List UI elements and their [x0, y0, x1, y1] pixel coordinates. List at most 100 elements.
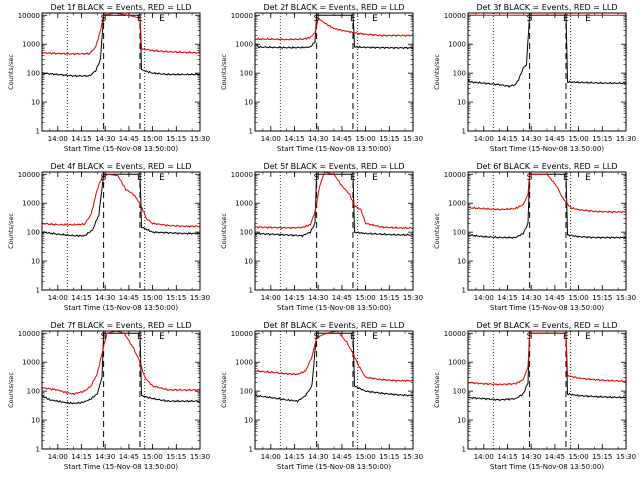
y-tick-label: 10000	[18, 12, 40, 20]
x-tick-label: 14:45	[119, 453, 139, 461]
series-lld	[254, 171, 414, 230]
y-tick-label: 10000	[444, 330, 466, 338]
y-tick-label: 1	[36, 446, 40, 454]
panel-title: Det 2f BLACK = Events, RED = LLD	[263, 3, 404, 12]
x-tick-label: 14:45	[119, 135, 139, 143]
x-tick-label: 14:45	[545, 135, 565, 143]
y-tick-label: 10	[457, 99, 466, 107]
panel-title: Det 1f BLACK = Events, RED = LLD	[50, 3, 191, 12]
y-tick-label: 10	[31, 417, 40, 425]
marker-label: E	[563, 14, 569, 24]
x-tick-label: 14:45	[332, 135, 352, 143]
x-tick-label: 15:30	[616, 135, 636, 143]
y-axis-label: Counts/sec	[220, 372, 228, 408]
y-tick-label: 100	[453, 388, 466, 396]
marker-label: S	[527, 14, 533, 24]
y-axis-label: Counts/sec	[433, 54, 441, 90]
x-axis-label: Start Time (15-Nov-08 13:50:00)	[277, 304, 391, 312]
x-tick-label: 14:15	[71, 294, 91, 302]
x-tick-label: 15:00	[143, 294, 163, 302]
y-tick-label: 1000	[448, 41, 466, 49]
y-tick-label: 1000	[235, 359, 253, 367]
series-lld	[254, 330, 414, 383]
x-tick-label: 14:30	[308, 453, 328, 461]
marker-label: E	[563, 173, 569, 183]
panel-det-7: Det 7f BLACK = Events, RED = LLD 1 10 100 10…	[7, 321, 210, 471]
series-lld	[254, 17, 414, 41]
marker-label: E	[563, 332, 569, 342]
y-tick-label: 1000	[22, 41, 40, 49]
x-axis-label: Start Time (15-Nov-08 13:50:00)	[277, 145, 391, 153]
panel-det-2: Det 2f BLACK = Events, RED = LLD 1 10 100 10…	[220, 3, 423, 153]
marker-label: E	[159, 14, 165, 24]
y-tick-label: 1	[249, 128, 253, 136]
panel-title: Det 7f BLACK = Events, RED = LLD	[50, 321, 191, 330]
marker-label: E	[585, 173, 591, 183]
x-tick-label: 14:15	[497, 135, 517, 143]
series-lld	[467, 332, 627, 386]
y-tick-label: 1	[462, 128, 466, 136]
x-tick-label: 15:30	[403, 135, 423, 143]
panel-det-4: Det 4f BLACK = Events, RED = LLD 1 10 100 10…	[7, 162, 210, 312]
plot-frame	[254, 12, 414, 132]
x-tick-label: 14:15	[497, 453, 517, 461]
x-tick-label: 15:30	[616, 453, 636, 461]
y-tick-label: 100	[453, 229, 466, 237]
marker-label: E	[350, 173, 356, 183]
series-events	[41, 173, 201, 238]
x-tick-label: 15:15	[379, 453, 399, 461]
marker-label: S	[314, 332, 320, 342]
x-tick-label: 14:30	[308, 135, 328, 143]
y-tick-label: 1000	[448, 359, 466, 367]
x-tick-label: 15:00	[569, 135, 589, 143]
series-lld	[41, 173, 201, 228]
y-tick-label: 1000	[235, 41, 253, 49]
x-tick-label: 15:30	[403, 453, 423, 461]
x-axis-label: Start Time (15-Nov-08 13:50:00)	[64, 145, 178, 153]
x-tick-label: 14:30	[308, 294, 328, 302]
y-tick-label: 100	[240, 70, 253, 78]
x-tick-label: 14:15	[71, 453, 91, 461]
y-axis-label: Counts/sec	[433, 372, 441, 408]
panel-det-9: Det 9f BLACK = Events, RED = LLD 1 10 100 10…	[433, 321, 636, 471]
x-tick-label: 14:00	[261, 453, 281, 461]
y-tick-label: 100	[453, 70, 466, 78]
marker-label: E	[159, 173, 165, 183]
x-tick-label: 15:30	[403, 294, 423, 302]
series-events	[41, 14, 200, 78]
y-tick-label: 100	[27, 388, 40, 396]
panel-title: Det 4f BLACK = Events, RED = LLD	[50, 162, 191, 171]
x-tick-label: 15:15	[166, 453, 186, 461]
x-tick-label: 14:30	[95, 453, 115, 461]
x-tick-label: 15:30	[190, 135, 210, 143]
y-tick-label: 1	[249, 287, 253, 295]
x-tick-label: 14:30	[521, 294, 541, 302]
series-events	[467, 332, 627, 402]
marker-label: E	[350, 14, 356, 24]
y-tick-label: 1000	[448, 200, 466, 208]
plot-frame	[467, 171, 627, 291]
x-tick-label: 15:00	[143, 135, 163, 143]
y-tick-label: 10000	[444, 171, 466, 179]
panel-title: Det 6f BLACK = Events, RED = LLD	[476, 162, 617, 171]
x-tick-label: 15:00	[356, 135, 376, 143]
y-tick-label: 1	[36, 128, 40, 136]
y-tick-label: 1	[36, 287, 40, 295]
panel-title: Det 5f BLACK = Events, RED = LLD	[263, 162, 404, 171]
x-tick-label: 14:45	[119, 294, 139, 302]
x-tick-label: 14:15	[284, 294, 304, 302]
marker-label: S	[314, 14, 320, 24]
y-tick-label: 10000	[231, 330, 253, 338]
x-tick-label: 15:00	[356, 453, 376, 461]
x-tick-label: 14:45	[332, 453, 352, 461]
y-tick-label: 1	[462, 287, 466, 295]
series-events	[467, 14, 627, 88]
y-tick-label: 1000	[22, 359, 40, 367]
series-events	[467, 173, 627, 240]
x-tick-label: 15:30	[190, 453, 210, 461]
marker-label: S	[101, 173, 107, 183]
marker-label: S	[527, 173, 533, 183]
x-tick-label: 15:15	[166, 135, 186, 143]
series-lld	[41, 12, 201, 56]
